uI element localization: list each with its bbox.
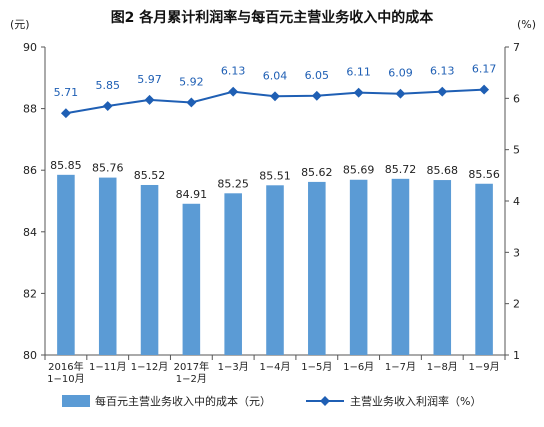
- line-value-label: 5.71: [54, 86, 79, 99]
- line-value-label: 6.17: [472, 63, 497, 76]
- bar: [349, 179, 368, 355]
- bar-value-label: 85.52: [134, 169, 166, 182]
- line-point: [479, 84, 490, 95]
- x-axis-tick-label: 1−6月: [343, 361, 374, 373]
- line-point: [144, 94, 155, 105]
- bar: [308, 181, 326, 355]
- bar-value-label: 85.69: [343, 164, 375, 177]
- bar: [266, 185, 284, 355]
- chart-title: 图2 各月累计利润率与每百元主营业务收入中的成本: [111, 9, 435, 26]
- x-axis-tick-label-line: 1−9月: [469, 361, 500, 373]
- bar-value-label: 85.85: [50, 159, 82, 172]
- legend-bar-swatch: [62, 395, 90, 407]
- line-value-label: 5.92: [179, 75, 204, 88]
- left-axis-tick-label: 80: [23, 349, 37, 362]
- line-point: [395, 88, 406, 99]
- x-axis-tick-label: 1−11月: [89, 361, 126, 373]
- line-value-label: 6.05: [305, 69, 330, 82]
- right-axis-tick-label: 2: [513, 298, 520, 311]
- left-axis-tick-label: 88: [23, 103, 37, 116]
- plot-area: 80 82 84 86 88 90 1 2 3 4 5 6 7 2016年 1−10月 1−11月 1−12月 2…: [23, 41, 520, 385]
- right-axis-tick-label: 5: [513, 144, 520, 157]
- bar-value-label: 85.72: [385, 163, 417, 176]
- bar-value-label: 85.56: [468, 168, 500, 181]
- x-axis-tick-label-line: 1−12月: [131, 361, 168, 373]
- bar: [224, 193, 242, 355]
- x-axis-tick-label: 1−12月: [131, 361, 168, 373]
- bar: [98, 177, 117, 355]
- bar: [140, 184, 159, 355]
- bar-value-label: 85.62: [301, 166, 333, 179]
- left-axis-tick-label: 86: [23, 164, 37, 177]
- line-point: [353, 87, 364, 98]
- bar: [433, 180, 452, 355]
- x-axis-tick-label: 1−3月: [218, 361, 249, 373]
- line-value-label: 6.09: [388, 67, 413, 80]
- bar-value-label: 85.76: [92, 162, 124, 175]
- line-point: [311, 90, 322, 101]
- line-value-label: 5.97: [137, 73, 162, 86]
- bar: [57, 174, 75, 355]
- bar: [391, 178, 410, 355]
- x-axis-tick-label-line: 1−6月: [343, 361, 374, 373]
- bar: [182, 203, 201, 355]
- x-axis-tick-label: 2017年 1−2月: [174, 360, 209, 385]
- line-point: [60, 108, 71, 119]
- line-point: [186, 97, 197, 108]
- x-axis-tick-label: 1−7月: [385, 361, 416, 373]
- x-axis-tick-label-line: 2016年: [48, 360, 83, 373]
- line-value-label: 6.13: [430, 65, 455, 78]
- x-axis-tick-label-line: 1−4月: [259, 361, 290, 373]
- line-value-label: 6.04: [263, 69, 288, 82]
- x-axis-tick-label-line: 1−11月: [89, 361, 126, 373]
- right-axis-tick-label: 3: [513, 246, 520, 259]
- bar-value-label: 85.25: [217, 177, 249, 190]
- x-axis-tick-label: 1−5月: [301, 361, 332, 373]
- bar-value-label: 84.91: [176, 188, 208, 201]
- x-axis-tick-label-line: 1−8月: [427, 361, 458, 373]
- right-axis-tick-label: 1: [513, 349, 520, 362]
- x-axis-tick-label-line: 1−3月: [218, 361, 249, 373]
- legend-bar-label: 每百元主营业务收入中的成本（元）: [95, 394, 271, 408]
- x-axis-tick-label-line: 2017年: [174, 360, 209, 373]
- left-axis-tick-label: 90: [23, 41, 37, 54]
- x-axis-tick-label: 2016年 1−10月: [47, 360, 84, 385]
- x-axis-tick-label-line: 1−7月: [385, 361, 416, 373]
- x-axis-tick-label-line: 1−10月: [47, 373, 84, 385]
- bar-value-label: 85.51: [259, 169, 291, 182]
- x-axis-tick-label: 1−9月: [469, 361, 500, 373]
- left-axis-tick-label: 82: [23, 287, 37, 300]
- right-axis-tick-label: 6: [513, 92, 520, 105]
- line-value-label: 6.11: [346, 66, 371, 79]
- bar: [475, 183, 493, 355]
- line-point: [102, 101, 113, 111]
- left-axis-tick-label: 84: [23, 226, 37, 239]
- line-value-label: 6.13: [221, 65, 246, 78]
- line-value-label: 5.85: [95, 79, 120, 92]
- x-axis-tick-label: 1−8月: [427, 361, 458, 373]
- right-axis-unit: (%): [517, 18, 536, 31]
- line-point: [270, 91, 280, 102]
- bar-value-label: 85.68: [427, 164, 459, 177]
- legend-line-marker: [320, 396, 330, 406]
- legend: 每百元主营业务收入中的成本（元） 主营业务收入利润率（%）: [62, 394, 481, 408]
- left-axis-unit: (元): [10, 18, 30, 31]
- legend-line-label: 主营业务收入利润率（%）: [350, 394, 481, 408]
- x-axis-tick-label-line: 1−2月: [176, 373, 207, 385]
- line-point: [228, 86, 239, 97]
- right-axis-tick-label: 7: [513, 41, 520, 54]
- line-point: [437, 86, 448, 97]
- x-axis-tick-label-line: 1−5月: [301, 361, 332, 373]
- x-axis-tick-label: 1−4月: [259, 361, 290, 373]
- right-axis-tick-label: 4: [513, 195, 520, 208]
